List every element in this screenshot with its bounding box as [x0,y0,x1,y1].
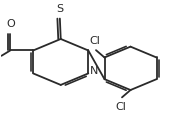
Text: S: S [56,4,63,14]
Text: N: N [90,66,98,76]
Text: Cl: Cl [116,102,127,112]
Text: O: O [6,19,15,29]
Text: Cl: Cl [90,36,101,46]
